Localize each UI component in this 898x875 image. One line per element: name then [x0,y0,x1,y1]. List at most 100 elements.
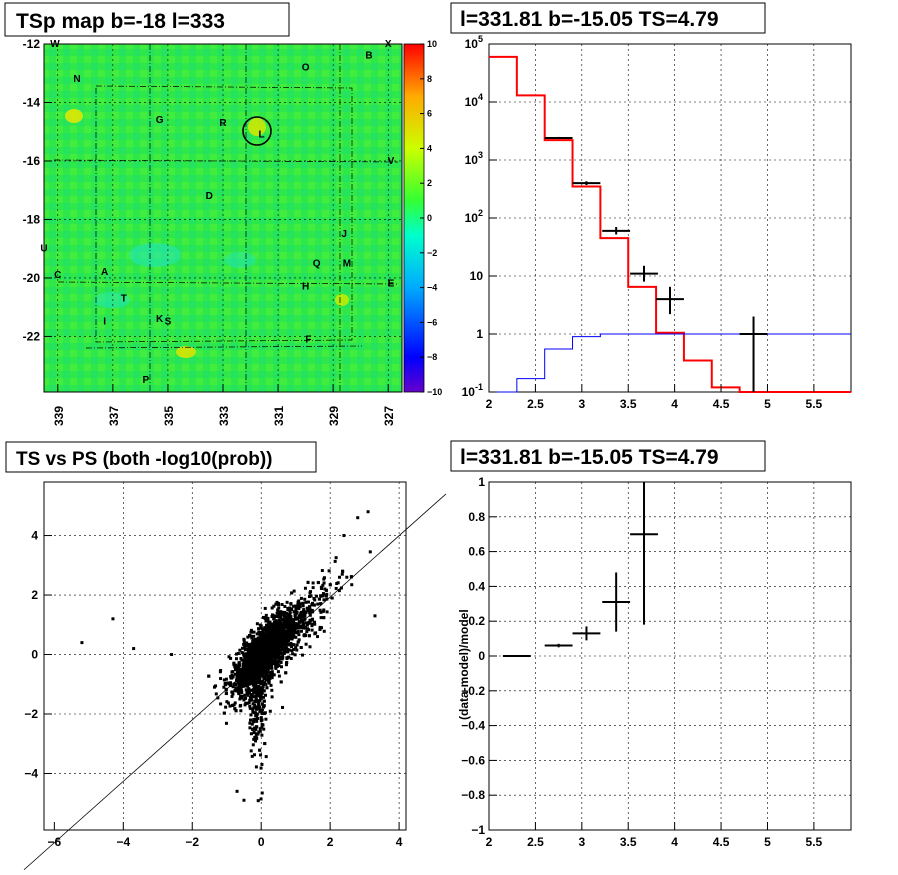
scatter-point [260,791,264,795]
scatter-point [247,663,251,667]
panel4-title-box: l=331.81 b=-15.05 TS=4.79 [450,440,766,472]
scatter-panel: −6 −4 −2 0 2 4 4 2 0 −2 −4 [23,481,447,871]
scatter-point [296,630,300,634]
scatter-point [245,690,249,694]
scatter-point [259,687,263,691]
scatter-point [308,608,312,612]
scatter-x-tick-label: −6 [47,835,61,849]
scatter-point [287,655,291,659]
scatter-point [257,627,261,631]
colorbar-tick-label: 10 [427,39,437,49]
scatter-point [294,630,298,634]
scatter-point [294,635,298,639]
candidate-circle [242,116,272,146]
scatter-point [265,674,269,678]
scatter-point [311,586,315,590]
scatter-point [212,685,216,689]
scatter-point [273,647,277,651]
scatter-point [275,633,279,637]
scatter-point [259,753,263,757]
scatter-point [265,640,269,644]
scatter-point [319,594,323,598]
scatter-point [311,622,315,626]
scatter-outlier [111,617,115,621]
residual-x-ticks: 2 2.5 3 3.5 4 4.5 5 5.5 [486,822,823,849]
scatter-point [336,581,340,585]
scatter-point [294,605,298,609]
scatter-point [254,654,258,658]
scatter-point [288,636,292,640]
scatter-point [276,656,280,660]
scatter-point [266,669,270,673]
scatter-point [256,640,260,644]
colorbar-tick-label: 4 [427,143,432,153]
scatter-point [237,691,241,695]
scatter-point [250,642,254,646]
scatter-point [277,638,281,642]
scatter-point [307,620,311,624]
scatter-point [265,661,269,665]
scatter-point [263,662,267,666]
scatter-point [244,663,248,667]
scatter-point [262,657,266,661]
scatter-point [286,626,290,630]
scatter-point [237,661,241,665]
scatter-point [279,640,283,644]
scatter-point [255,693,259,697]
scatter-point [252,630,256,634]
scatter-point [279,621,283,625]
scatter-point [249,657,253,661]
scatter-point [247,650,251,654]
scatter-point [297,633,301,637]
scatter-point [314,594,318,598]
scatter-point [233,672,237,676]
scatter-outlier [80,641,84,645]
scatter-point [255,632,259,636]
spectrum-x-tick-label: 2.5 [527,397,544,411]
spectrum-y-tick-label: 104 [465,92,483,109]
scatter-point [368,550,372,554]
scatter-point [313,598,317,602]
scatter-point [278,625,282,629]
scatter-point [276,635,280,639]
panel2-title: l=331.81 b=-15.05 TS=4.79 [460,8,719,31]
scatter-point [310,624,314,628]
scatter-point [242,683,246,687]
scatter-point [276,620,280,624]
scatter-point [285,647,289,651]
scatter-point [267,681,271,685]
scatter-point [350,583,354,587]
scatter-point [249,732,253,736]
scatter-point [258,727,262,731]
scatter-point [294,622,298,626]
scatter-point [279,644,283,648]
scatter-point [321,592,325,596]
spectrum-panel: 2 2.5 3 3.5 4 4.5 5 5.5 10-1 1 10 102 103 104 105 [462,34,852,411]
spectrum-y-tick-label: 1 [476,327,483,341]
scatter-point [252,706,256,710]
scatter-point [307,600,311,604]
scatter-point [254,739,258,743]
spectrum-y-ticks: 10-1 1 10 102 103 104 105 [462,34,497,399]
scatter-point [234,686,238,690]
scatter-point [274,642,278,646]
ts-map-grid [44,43,402,392]
scatter-point [290,634,294,638]
scatter-point [284,621,288,625]
scatter-point [224,705,228,709]
scatter-point [271,643,275,647]
scatter-point [302,626,306,630]
scatter-point [279,613,283,617]
scatter-y-tick-label: 2 [31,588,38,602]
scatter-point [258,639,262,643]
source-label: W [50,39,60,50]
scatter-point [308,591,312,595]
scatter-point [238,674,242,678]
scatter-point [243,661,247,665]
scatter-point [271,637,275,641]
scatter-point [281,641,285,645]
scatter-point [308,605,312,609]
scatter-outlier [132,647,136,651]
scatter-point [255,736,259,740]
scatter-point [228,704,232,708]
